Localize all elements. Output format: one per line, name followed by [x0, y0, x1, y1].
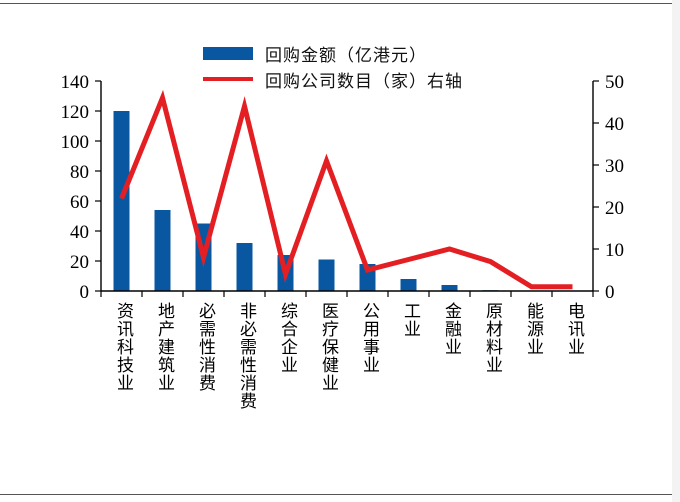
bottom-rule	[0, 494, 680, 495]
category-label: 金融业	[445, 302, 462, 358]
category-label: 公用事业	[363, 302, 380, 376]
left-tick-label: 60	[70, 192, 89, 213]
category-label: 资讯科技业	[117, 302, 134, 394]
category-label: 必需性消费	[199, 302, 216, 394]
legend-item-line: 回购公司数目（家）右轴	[203, 66, 463, 92]
legend: 回购金额（亿港元） 回购公司数目（家）右轴	[203, 40, 463, 92]
legend-label-bar: 回购金额（亿港元）	[265, 45, 427, 66]
bar	[441, 285, 458, 291]
left-tick-label: 140	[61, 72, 90, 93]
left-tick-label: 40	[70, 222, 89, 243]
category-label: 工业	[404, 302, 421, 340]
legend-item-bar: 回购金额（亿港元）	[203, 40, 463, 66]
category-label: 地产建筑业	[158, 302, 175, 394]
page-edge	[672, 0, 680, 502]
bar	[154, 210, 171, 291]
right-tick-label: 0	[605, 282, 615, 303]
right-tick-label: 20	[605, 198, 624, 219]
right-tick-label: 50	[605, 72, 624, 93]
category-label: 原材料业	[486, 302, 503, 376]
left-tick-label: 20	[70, 252, 89, 273]
bar	[400, 279, 417, 291]
category-label: 能源业	[527, 302, 544, 358]
left-tick-label: 100	[61, 132, 90, 153]
legend-label-line: 回购公司数目（家）右轴	[265, 71, 463, 92]
bar	[318, 259, 335, 291]
left-tick-label: 120	[61, 102, 90, 123]
right-tick-label: 30	[605, 156, 624, 177]
category-label: 医疗保健业	[322, 302, 339, 394]
top-rule	[0, 3, 680, 4]
line-series	[119, 89, 573, 290]
right-tick-label: 40	[605, 114, 624, 135]
bar	[236, 243, 253, 291]
right-tick-label: 10	[605, 240, 624, 261]
category-label: 非必需性消费	[240, 302, 257, 412]
category-label: 综合企业	[281, 302, 298, 376]
left-tick-label: 80	[70, 162, 89, 183]
bar	[113, 111, 130, 291]
legend-swatch-bar	[203, 46, 253, 60]
legend-swatch-line	[203, 77, 253, 81]
category-label: 电讯业	[568, 302, 585, 358]
left-tick-label: 0	[80, 282, 90, 303]
